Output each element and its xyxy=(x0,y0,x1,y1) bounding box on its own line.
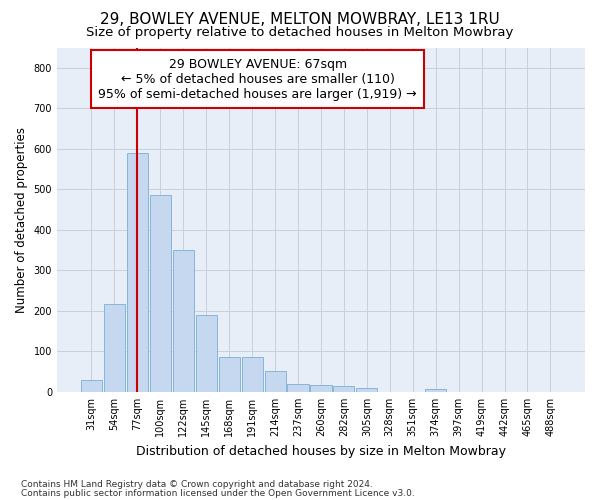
Text: 29 BOWLEY AVENUE: 67sqm
← 5% of detached houses are smaller (110)
95% of semi-de: 29 BOWLEY AVENUE: 67sqm ← 5% of detached… xyxy=(98,58,417,101)
Bar xyxy=(334,386,355,392)
Bar xyxy=(196,315,217,392)
Bar xyxy=(242,358,263,392)
Bar xyxy=(127,153,148,392)
Text: Contains HM Land Registry data © Crown copyright and database right 2024.: Contains HM Land Registry data © Crown c… xyxy=(21,480,373,489)
Y-axis label: Number of detached properties: Number of detached properties xyxy=(15,126,28,312)
Bar xyxy=(104,304,125,392)
Bar xyxy=(173,250,194,392)
Text: Contains public sector information licensed under the Open Government Licence v3: Contains public sector information licen… xyxy=(21,488,415,498)
Bar xyxy=(287,384,308,392)
Text: 29, BOWLEY AVENUE, MELTON MOWBRAY, LE13 1RU: 29, BOWLEY AVENUE, MELTON MOWBRAY, LE13 … xyxy=(100,12,500,28)
X-axis label: Distribution of detached houses by size in Melton Mowbray: Distribution of detached houses by size … xyxy=(136,444,506,458)
Bar xyxy=(425,388,446,392)
Bar xyxy=(265,371,286,392)
Text: Size of property relative to detached houses in Melton Mowbray: Size of property relative to detached ho… xyxy=(86,26,514,39)
Bar xyxy=(150,194,171,392)
Bar xyxy=(310,385,332,392)
Bar xyxy=(218,358,240,392)
Bar xyxy=(81,380,102,392)
Bar xyxy=(356,388,377,392)
